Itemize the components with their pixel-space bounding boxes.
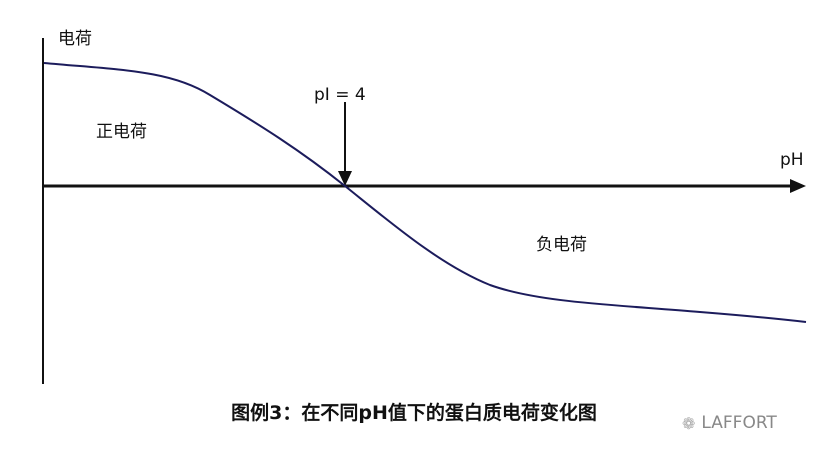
figure-caption: 图例3：在不同pH值下的蛋白质电荷变化图 [231, 402, 597, 424]
y-axis-label: 电荷 [58, 29, 92, 49]
pi-label: pI = 4 [314, 85, 366, 105]
negative-charge-label: 负电荷 [536, 235, 587, 255]
x-axis-label: pH [780, 150, 804, 170]
x-axis-arrowhead [790, 179, 806, 193]
charge-curve [43, 62, 807, 323]
watermark-text: LAFFORT [701, 413, 777, 433]
positive-charge-label: 正电荷 [96, 122, 147, 142]
pi-arrowhead [338, 171, 352, 186]
wechat-icon: ❁ [682, 413, 696, 433]
watermark: ❁ LAFFORT [682, 413, 777, 433]
